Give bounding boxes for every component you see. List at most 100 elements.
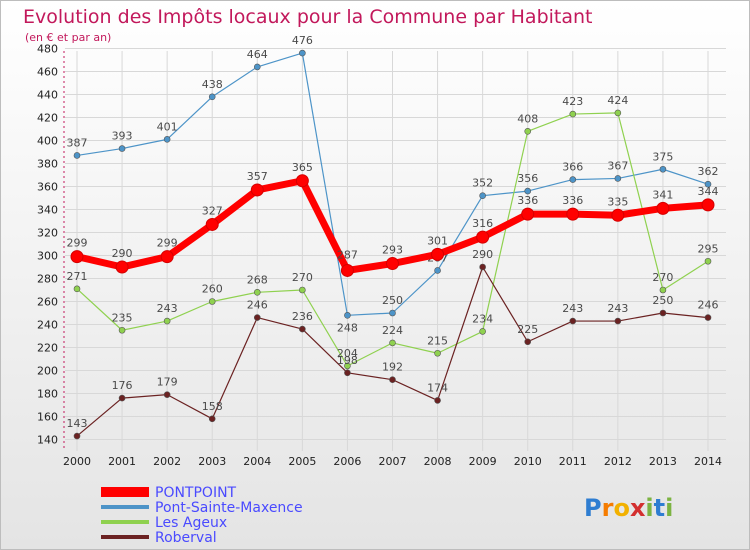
data-label-roberval: 243	[607, 302, 628, 315]
data-label-les-ageux: 260	[202, 283, 223, 296]
x-tick-label: 2000	[63, 455, 91, 468]
data-point-pontpoint	[656, 201, 670, 215]
data-label-roberval: 158	[202, 400, 223, 413]
y-tick-label: 140	[37, 434, 58, 447]
y-tick-label: 420	[37, 112, 58, 125]
x-tick-label: 2005	[288, 455, 316, 468]
data-label-pont-sainte-maxence: 366	[562, 161, 583, 174]
data-point-pontpoint	[431, 247, 445, 261]
y-tick-label: 440	[37, 89, 58, 102]
data-label-pont-sainte-maxence: 375	[652, 150, 673, 163]
legend-label-pontpoint: PONTPOINT	[155, 485, 237, 501]
data-label-roberval: 246	[698, 299, 719, 312]
chart-title: Evolution des Impôts locaux pour la Comm…	[23, 6, 593, 28]
data-point-roberval	[569, 317, 577, 325]
x-tick-label: 2011	[559, 455, 587, 468]
data-point-roberval	[208, 415, 216, 423]
data-point-pont-sainte-maxence	[704, 180, 712, 188]
data-point-roberval	[118, 394, 126, 402]
data-label-pont-sainte-maxence: 476	[292, 34, 313, 47]
x-tick-label: 2014	[694, 455, 722, 468]
y-tick-label: 260	[37, 296, 58, 309]
data-point-pontpoint	[611, 208, 625, 222]
data-point-pontpoint	[250, 183, 264, 197]
data-point-pontpoint	[295, 174, 309, 188]
data-label-pont-sainte-maxence: 362	[698, 165, 719, 178]
data-label-les-ageux: 271	[67, 270, 88, 283]
y-tick-label: 480	[37, 43, 58, 56]
data-label-pont-sainte-maxence: 387	[67, 136, 88, 149]
data-label-pontpoint: 344	[698, 185, 719, 198]
y-tick-label: 240	[37, 319, 58, 332]
data-point-roberval	[344, 369, 351, 377]
data-point-pontpoint	[340, 263, 354, 277]
data-point-pont-sainte-maxence	[253, 63, 261, 71]
data-label-les-ageux: 270	[292, 271, 313, 284]
data-label-roberval: 246	[247, 299, 268, 312]
data-point-les-ageux	[659, 286, 667, 294]
data-point-les-ageux	[479, 328, 486, 335]
data-label-roberval: 174	[427, 381, 448, 394]
data-label-pont-sainte-maxence: 367	[607, 159, 628, 172]
y-tick-label: 280	[37, 273, 58, 286]
data-label-pontpoint: 365	[292, 161, 313, 174]
data-point-roberval	[434, 397, 441, 404]
data-point-roberval	[389, 376, 396, 384]
data-point-pontpoint	[115, 260, 129, 274]
x-tick-label: 2012	[604, 455, 632, 468]
legend-label-roberval: Roberval	[155, 530, 217, 546]
y-tick-label: 200	[37, 365, 58, 378]
data-point-les-ageux	[614, 109, 622, 117]
data-point-pont-sainte-maxence	[163, 136, 171, 143]
data-label-roberval: 192	[382, 361, 403, 374]
data-label-pont-sainte-maxence: 352	[472, 177, 493, 190]
data-point-les-ageux	[73, 285, 81, 293]
data-point-pontpoint	[70, 250, 84, 264]
data-label-pontpoint: 301	[427, 234, 448, 247]
data-label-roberval: 290	[472, 248, 493, 261]
data-label-roberval: 143	[67, 417, 88, 430]
legend-swatch-pont-sainte-maxence	[101, 505, 149, 509]
data-point-les-ageux	[118, 326, 126, 334]
data-point-roberval	[524, 338, 532, 346]
legend-swatch-pontpoint	[101, 487, 149, 497]
data-point-pontpoint	[476, 230, 490, 244]
data-label-pont-sainte-maxence: 401	[157, 120, 178, 133]
data-label-pontpoint: 290	[112, 247, 133, 260]
data-label-roberval: 176	[112, 379, 133, 392]
y-tick-label: 380	[37, 158, 58, 171]
data-point-les-ageux	[208, 298, 216, 305]
data-point-pont-sainte-maxence	[118, 145, 126, 152]
data-point-pont-sainte-maxence	[344, 311, 351, 319]
x-tick-label: 2006	[333, 455, 361, 468]
legend-swatch-les-ageux	[101, 520, 149, 524]
x-tick-label: 2007	[379, 455, 407, 468]
data-point-les-ageux	[299, 286, 306, 294]
y-tick-label: 460	[37, 66, 58, 79]
data-point-roberval	[163, 391, 171, 398]
data-label-pont-sainte-maxence: 250	[382, 294, 403, 307]
legend-label-les-ageux: Les Ageux	[155, 515, 227, 531]
y-tick-label: 300	[37, 250, 58, 263]
x-tick-label: 2002	[153, 455, 181, 468]
data-label-pont-sainte-maxence: 464	[247, 48, 268, 61]
x-tick-label: 2004	[243, 455, 271, 468]
x-tick-label: 2001	[108, 455, 136, 468]
data-label-les-ageux: 235	[112, 311, 133, 324]
data-label-roberval: 225	[517, 323, 538, 336]
data-point-pont-sainte-maxence	[434, 267, 441, 274]
data-label-pontpoint: 335	[607, 195, 628, 208]
data-label-roberval: 179	[157, 376, 178, 389]
data-label-pontpoint: 299	[157, 237, 178, 250]
data-label-les-ageux: 423	[562, 95, 583, 108]
data-point-roberval	[253, 314, 261, 321]
data-label-pontpoint: 316	[472, 217, 493, 230]
data-label-les-ageux: 243	[157, 302, 178, 315]
data-point-pont-sainte-maxence	[524, 187, 532, 195]
data-label-les-ageux: 424	[607, 94, 628, 107]
data-point-pont-sainte-maxence	[569, 176, 577, 183]
data-point-pontpoint	[386, 257, 399, 271]
data-label-roberval: 236	[292, 310, 313, 323]
